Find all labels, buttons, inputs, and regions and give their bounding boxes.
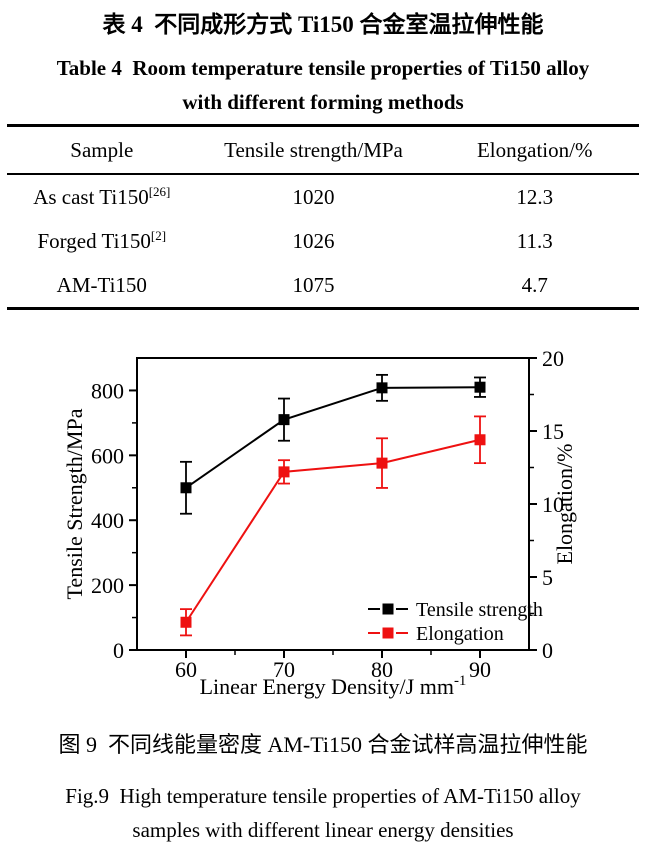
legend-marker <box>382 603 394 615</box>
y-left-tick-label: 800 <box>91 378 124 403</box>
legend-label: Elongation <box>416 623 504 645</box>
data-point-marker <box>278 466 290 478</box>
y-right-axis-label: Elongation/% <box>552 444 577 565</box>
x-tick-label: 60 <box>175 657 197 682</box>
legend-marker <box>382 627 394 639</box>
cell-elongation: 4.7 <box>521 272 548 297</box>
x-tick-label: 80 <box>371 657 393 682</box>
properties-table: Sample Tensile strength/MPa Elongation/%… <box>7 124 639 310</box>
axis-ticks: 60 70 80 90 0 200 400 600 800 0 5 10 15 20 <box>91 346 564 682</box>
table-title-en-line2: with different forming methods <box>182 90 464 114</box>
data-point-marker <box>278 414 290 426</box>
data-point-marker <box>376 457 388 469</box>
y-left-axis-label: Tensile Strength/MPa <box>62 408 87 599</box>
figure-chart: 60 70 80 90 0 200 400 600 800 0 5 10 15 20 Linear Ener… <box>62 346 577 699</box>
reference-superscript: [26] <box>148 184 171 199</box>
table-row: Forged Ti150[2] 1026 11.3 <box>7 219 639 263</box>
col-header-tensile-strength: Tensile strength/MPa <box>224 137 403 162</box>
col-header-sample: Sample <box>70 137 134 162</box>
cell-elongation: 11.3 <box>516 228 553 253</box>
figure-container: 60 70 80 90 0 200 400 600 800 0 5 10 15 20 Linear Ener… <box>60 334 646 714</box>
y-right-tick-label: 15 <box>542 419 564 444</box>
cell-tensile: 1026 <box>292 228 335 253</box>
y-left-tick-label: 400 <box>91 508 124 533</box>
cell-sample: AM-Ti150 <box>56 273 147 297</box>
data-point-marker <box>474 434 486 446</box>
cell-tensile: 1020 <box>292 184 335 209</box>
reference-superscript: [2] <box>150 228 167 243</box>
y-left-tick-label: 0 <box>113 638 124 663</box>
table-row: As cast Ti150[26] 1020 12.3 <box>7 174 639 219</box>
cell-sample: As cast Ti150[26] <box>33 184 171 209</box>
y-right-tick-label: 10 <box>542 492 564 517</box>
data-point-marker <box>474 381 486 393</box>
y-right-tick-label: 0 <box>542 638 553 663</box>
table-row: AM-Ti150 1075 4.7 <box>7 263 639 309</box>
cell-tensile: 1075 <box>292 272 335 297</box>
x-tick-label: 70 <box>273 657 295 682</box>
figure-caption-zh: 图 9 不同线能量密度 AM-Ti150 合金试样高温拉伸性能 <box>58 732 588 757</box>
col-header-elongation: Elongation/% <box>476 137 593 162</box>
x-axis-label: Linear Energy Density/J mm-1 <box>200 673 467 699</box>
data-point-marker <box>180 482 192 494</box>
table-title-zh: 表 4 不同成形方式 Ti150 合金室温拉伸性能 <box>102 12 544 37</box>
series-tensile-strength <box>180 373 486 515</box>
figure-caption-en-line1: Fig.9 High temperature tensile propertie… <box>65 784 581 808</box>
y-left-tick-label: 200 <box>91 573 124 598</box>
y-right-tick-label: 5 <box>542 565 553 590</box>
table-title-en-line1: Table 4 Room temperature tensile propert… <box>56 56 590 80</box>
data-point-marker <box>376 382 388 394</box>
y-left-tick-label: 600 <box>91 443 124 468</box>
figure-caption-en-line2: samples with different linear energy den… <box>132 818 514 842</box>
cell-elongation: 12.3 <box>516 184 554 209</box>
cell-sample: Forged Ti150[2] <box>37 228 167 253</box>
y-right-tick-label: 20 <box>542 346 564 371</box>
data-point-marker <box>180 616 192 628</box>
legend-label: Tensile strength <box>416 599 543 621</box>
table-header-row: Sample Tensile strength/MPa Elongation/% <box>7 126 639 174</box>
x-tick-label: 90 <box>469 657 491 682</box>
series-elongation <box>180 415 486 637</box>
